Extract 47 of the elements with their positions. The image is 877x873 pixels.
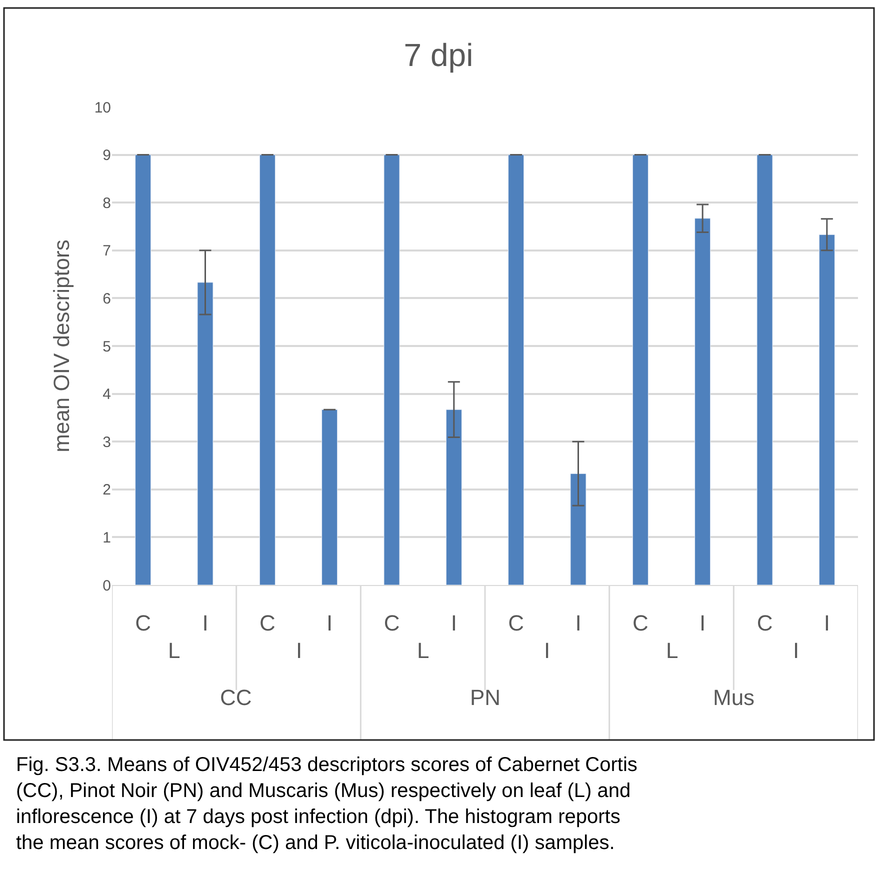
bar xyxy=(446,409,462,585)
y-tick-label: 4 xyxy=(102,386,111,404)
text: L xyxy=(666,638,678,663)
bar xyxy=(818,234,835,585)
y-tick-label: 7 xyxy=(102,242,111,260)
x-tick-label: C xyxy=(259,610,276,636)
x-tick-label: C xyxy=(135,610,152,636)
y-tick-label: 9 xyxy=(102,147,111,164)
x-tick-label: C xyxy=(384,610,400,636)
bar xyxy=(135,154,152,585)
y-tick-label: 0 xyxy=(102,577,111,594)
y-tick-label: 10 xyxy=(94,99,111,116)
y-tick-label: 8 xyxy=(102,194,111,212)
bar xyxy=(756,154,773,585)
text: L xyxy=(417,638,430,663)
x-tick-label: I xyxy=(202,610,208,636)
y-tick-label: 2 xyxy=(102,482,111,499)
bar xyxy=(322,409,338,585)
x-tick-label: C xyxy=(756,610,773,636)
text: I xyxy=(296,638,302,663)
text: L xyxy=(168,638,180,663)
x-tick-label: C xyxy=(508,610,524,636)
x-tick-label: I xyxy=(700,610,706,636)
text: Mus xyxy=(713,685,755,710)
x-tick-label: I xyxy=(824,610,830,636)
bar xyxy=(384,154,400,585)
y-tick-label: 3 xyxy=(102,434,111,451)
bar xyxy=(694,218,711,585)
bar xyxy=(570,473,586,585)
bar xyxy=(259,154,276,585)
text: PN xyxy=(470,685,501,710)
x-tick-label: I xyxy=(575,610,582,636)
chart-title: 7 dpi xyxy=(404,37,474,74)
text: I xyxy=(793,638,800,663)
caption: Fig. S3.3. Means of OIV452/453 descriptors scores of Cabernet Cortis (CC), Pinot Noir (PN) and Muscaris (Mus) respectively on leaf (L) and inflorescence (I) at 7 days post infection (dpi). The histogram reports the mean scores of mock- (C) and P. viticola-inoculated (I) samples. xyxy=(16,754,638,854)
y-tick-label: 1 xyxy=(102,529,111,546)
y-tick-label: 6 xyxy=(102,290,111,308)
y-tick-label: 5 xyxy=(102,338,111,356)
text: I xyxy=(544,638,550,663)
text: CC xyxy=(220,685,252,710)
x-tick-label: C xyxy=(632,610,648,636)
y-axis-title: mean OIV descriptors xyxy=(49,240,74,452)
bar xyxy=(508,154,524,585)
x-tick-label: I xyxy=(450,610,457,636)
bar xyxy=(197,282,214,585)
x-tick-label: I xyxy=(326,610,333,636)
bar xyxy=(632,154,648,585)
